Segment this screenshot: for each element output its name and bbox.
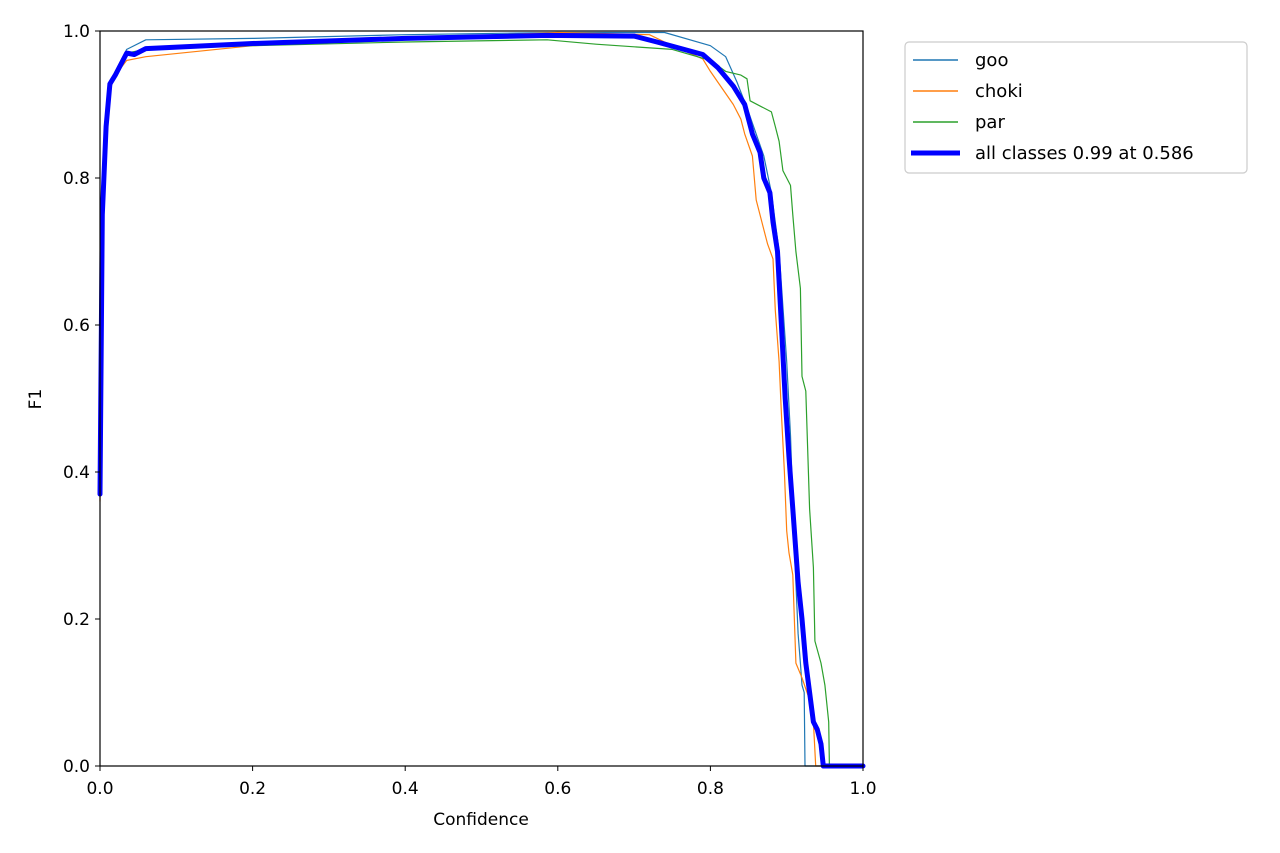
y-axis: 0.0 0.2 0.4 0.6 0.8 1.0 — [63, 22, 100, 777]
x-tick-label: 0.6 — [544, 779, 571, 799]
x-tick-label: 0.8 — [697, 779, 724, 799]
y-tick-label: 0.8 — [63, 169, 90, 189]
legend-label-choki: choki — [975, 81, 1023, 102]
x-tick-label: 0.2 — [239, 779, 266, 799]
plot-frame — [99, 30, 864, 767]
y-tick-label: 0.2 — [63, 610, 90, 630]
y-tick-label: 0.4 — [63, 463, 90, 483]
y-axis-label: F1 — [26, 389, 46, 410]
x-tick-label: 1.0 — [849, 779, 876, 799]
series-line-choki — [99, 31, 864, 767]
plot-curves — [97, 31, 866, 769]
y-tick-label: 1.0 — [63, 22, 90, 42]
legend: goo choki par all classes 0.99 at 0.586 — [904, 41, 1248, 174]
x-tick-label: 0.4 — [392, 779, 419, 799]
series-line-all — [97, 32, 866, 769]
legend-label-all-classes: all classes 0.99 at 0.586 — [975, 143, 1194, 164]
x-tick-label: 0.0 — [86, 779, 113, 799]
x-axis: 0.0 0.2 0.4 0.6 0.8 1.0 — [86, 766, 877, 799]
y-tick-label: 0.6 — [63, 316, 90, 336]
x-axis-label: Confidence — [433, 810, 529, 830]
legend-label-par: par — [975, 112, 1005, 133]
legend-box — [904, 41, 1248, 174]
legend-label-goo: goo — [975, 50, 1008, 71]
y-tick-label: 0.0 — [63, 757, 90, 777]
